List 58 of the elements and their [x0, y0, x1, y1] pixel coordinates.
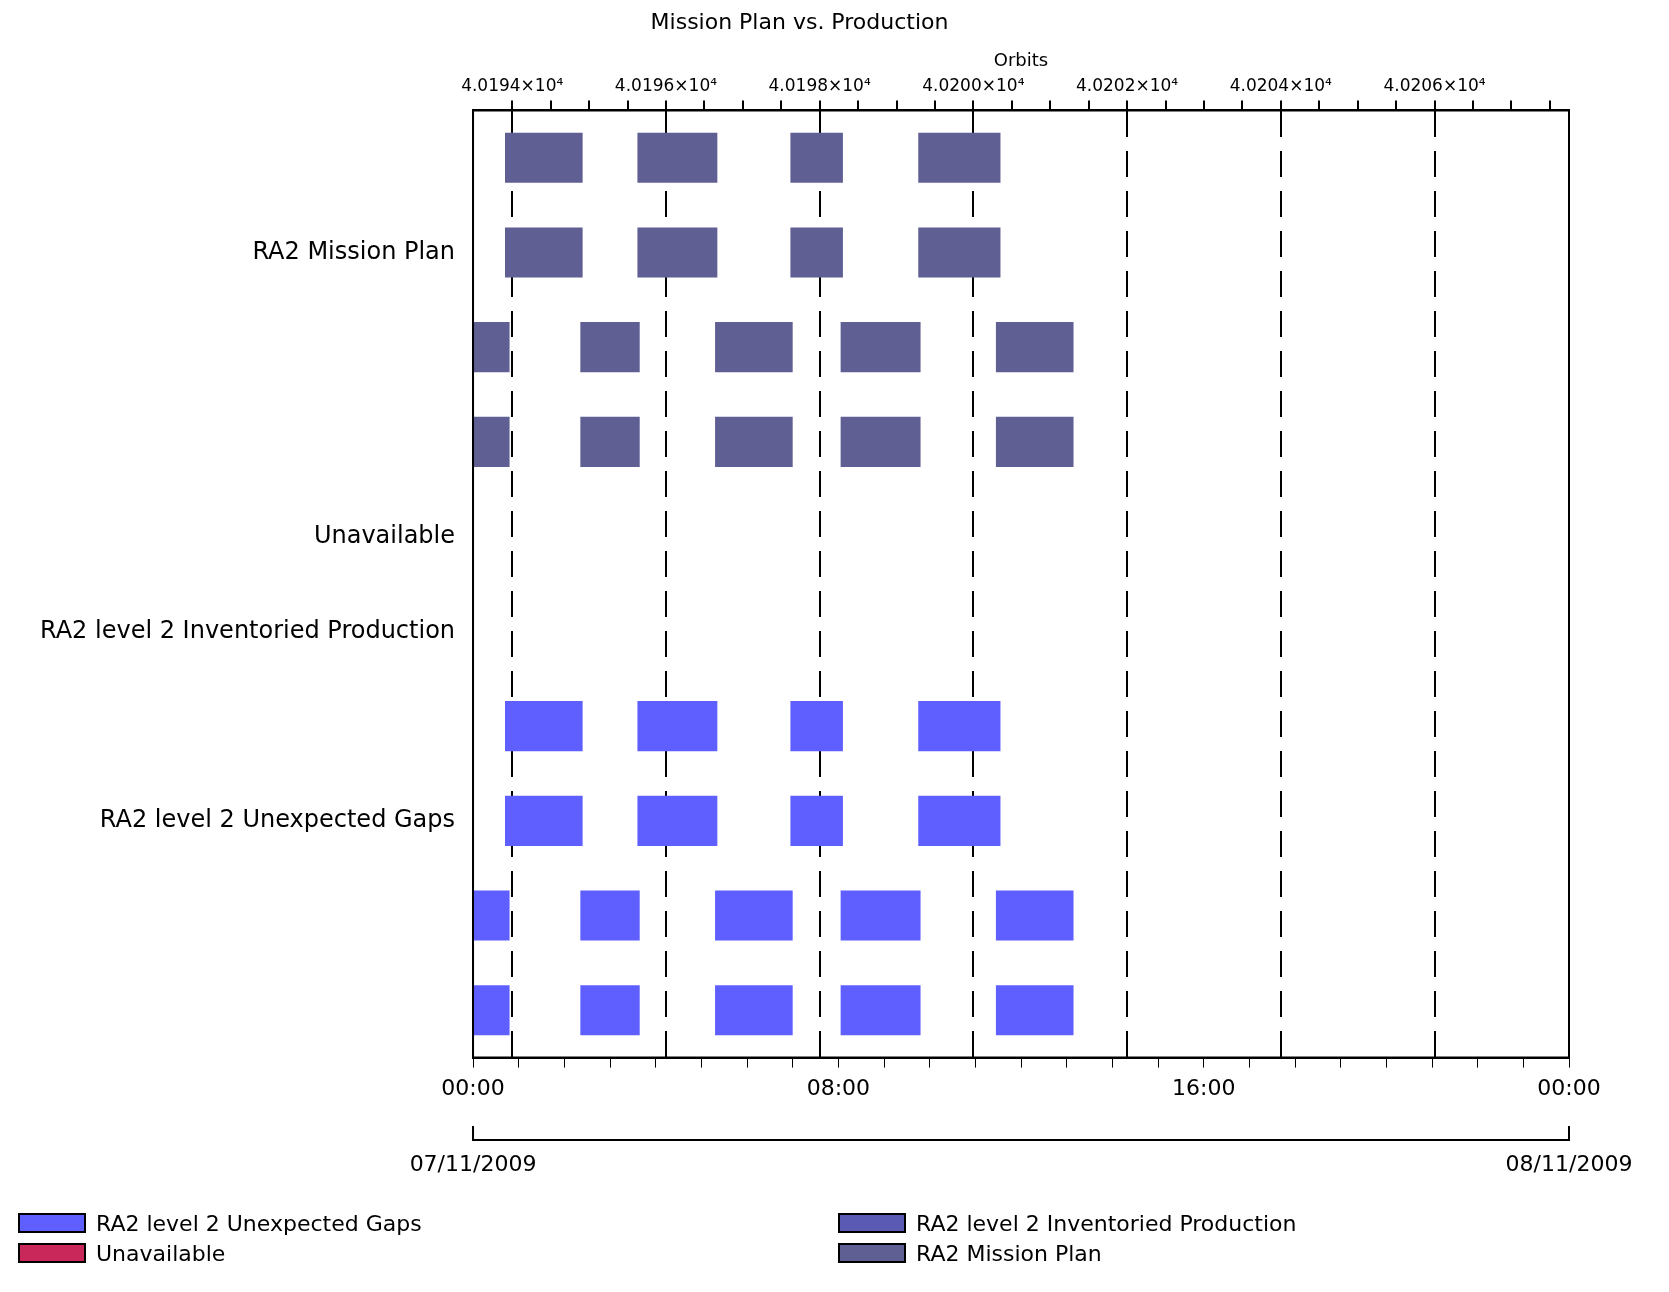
y-tick-label: Unavailable — [313, 520, 456, 549]
bar — [790, 700, 843, 752]
x2-tick-label: 4.0206×10⁴ — [1383, 74, 1486, 95]
bar — [637, 227, 718, 278]
bar — [580, 322, 640, 373]
y-tick-label: RA2 level 2 Unexpected Gaps — [99, 805, 456, 834]
x2-tick-label: 4.0202×10⁴ — [1075, 74, 1179, 95]
bar — [473, 985, 510, 1036]
x-tick-label: 16:00 — [1171, 1074, 1236, 1100]
bar — [505, 700, 583, 752]
x2-tick-label: 4.0198×10⁴ — [768, 74, 871, 95]
x2-tick-label: 4.0204×10⁴ — [1229, 74, 1333, 95]
y-tick-label: RA2 Mission Plan — [252, 236, 456, 265]
text: 07/11/2009 — [409, 1150, 537, 1176]
legend-label: RA2 level 2 Inventoried Production — [916, 1210, 1297, 1236]
bar — [790, 227, 843, 278]
bar — [715, 890, 793, 941]
bar — [637, 795, 718, 846]
bar — [918, 700, 1001, 752]
x-tick-label: 00:00 — [1537, 1074, 1601, 1100]
bar — [995, 890, 1074, 941]
y-tick-label: RA2 level 2 Inventoried Production — [40, 615, 456, 644]
bar — [580, 416, 640, 468]
bar — [995, 416, 1074, 468]
bar — [715, 416, 793, 468]
bar — [918, 132, 1001, 183]
bar — [637, 700, 718, 752]
bar — [995, 322, 1074, 373]
x2-tick-label: 4.0200×10⁴ — [922, 74, 1025, 95]
bar — [505, 795, 583, 846]
bar — [918, 227, 1001, 278]
bar — [473, 890, 510, 941]
bar — [505, 227, 583, 278]
bar — [637, 132, 718, 183]
x2-axis-title: Orbits — [993, 48, 1049, 70]
bar — [840, 890, 921, 941]
legend-label: Unavailable — [96, 1240, 226, 1266]
bar — [995, 985, 1074, 1036]
bar — [790, 795, 843, 846]
bar — [840, 416, 921, 468]
x2-tick-label: 4.0196×10⁴ — [614, 74, 718, 95]
text: 08/11/2009 — [1505, 1150, 1633, 1176]
bar — [715, 322, 793, 373]
legend-label: RA2 Mission Plan — [916, 1240, 1102, 1266]
x2-tick-label: 4.0194×10⁴ — [461, 74, 564, 95]
bar — [580, 890, 640, 941]
bar — [790, 132, 843, 183]
bar — [473, 322, 510, 373]
x-tick-label: 00:00 — [441, 1074, 505, 1100]
bar — [840, 985, 921, 1036]
x-tick-label: 08:00 — [806, 1074, 871, 1100]
bar — [580, 985, 640, 1036]
bar — [473, 416, 510, 468]
chart-title: Mission Plan vs. Production — [650, 8, 949, 34]
bar — [840, 322, 921, 373]
bar — [918, 795, 1001, 846]
bar — [505, 132, 583, 183]
bar — [715, 985, 793, 1036]
